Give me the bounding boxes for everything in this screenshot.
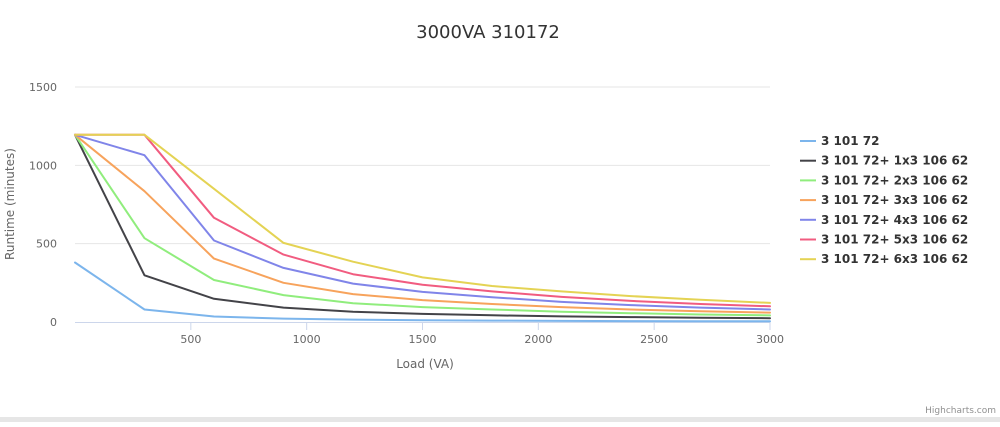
series-line-6[interactable]: [74, 133, 771, 308]
x-tick-label: 500: [180, 333, 201, 346]
x-tick-label: 3000: [756, 333, 784, 346]
legend-item-2[interactable]: 3 101 72+ 1x3 106 62: [800, 154, 968, 168]
x-tick-label: 2000: [524, 333, 552, 346]
y-tick-label: 1000: [29, 159, 57, 172]
legend-item-3[interactable]: 3 101 72+ 2x3 106 62: [800, 173, 968, 187]
x-tick-label: 1500: [409, 333, 437, 346]
series-line-4[interactable]: [74, 133, 771, 314]
legend: 3 101 72 3 101 72+ 1x3 106 62 3 101 72+ 2x…: [800, 134, 968, 266]
series-line-3[interactable]: [74, 133, 771, 317]
legend-label: 3 101 72+ 1x3 106 62: [821, 154, 968, 168]
series-line-5[interactable]: [74, 133, 771, 311]
y-tick-label: 500: [36, 238, 57, 251]
y-tick-label: 0: [50, 316, 57, 329]
series-line-2[interactable]: [74, 133, 771, 320]
x-axis-title: Load (VA): [396, 357, 454, 371]
legend-label: 3 101 72+ 3x3 106 62: [821, 193, 968, 207]
series-group: [74, 133, 771, 323]
series-line-1[interactable]: [74, 261, 771, 323]
legend-label: 3 101 72: [821, 134, 879, 148]
y-tick-label: 1500: [29, 81, 57, 94]
legend-item-6[interactable]: 3 101 72+ 5x3 106 62: [800, 233, 968, 247]
grid-lines: [75, 86, 770, 245]
x-tick-label: 1000: [293, 333, 321, 346]
bottom-bar: [0, 417, 1000, 422]
y-axis-title: Runtime (minutes): [3, 148, 17, 260]
legend-item-4[interactable]: 3 101 72+ 3x3 106 62: [800, 193, 968, 207]
legend-label: 3 101 72+ 6x3 106 62: [821, 252, 968, 266]
legend-item-7[interactable]: 3 101 72+ 6x3 106 62: [800, 252, 968, 266]
x-tick-label: 2500: [640, 333, 668, 346]
axes: 0 500 1000 1500 500 1000 1500 2000 2500 3000: [29, 81, 784, 346]
series-line-7[interactable]: [74, 133, 771, 304]
legend-label: 3 101 72+ 4x3 106 62: [821, 213, 968, 227]
chart-title: 3000VA 310172: [416, 22, 560, 43]
legend-item-5[interactable]: 3 101 72+ 4x3 106 62: [800, 213, 968, 227]
credits-link[interactable]: Highcharts.com: [925, 406, 996, 416]
legend-label: 3 101 72+ 5x3 106 62: [821, 233, 968, 247]
legend-label: 3 101 72+ 2x3 106 62: [821, 173, 968, 187]
legend-item-1[interactable]: 3 101 72: [800, 134, 879, 148]
